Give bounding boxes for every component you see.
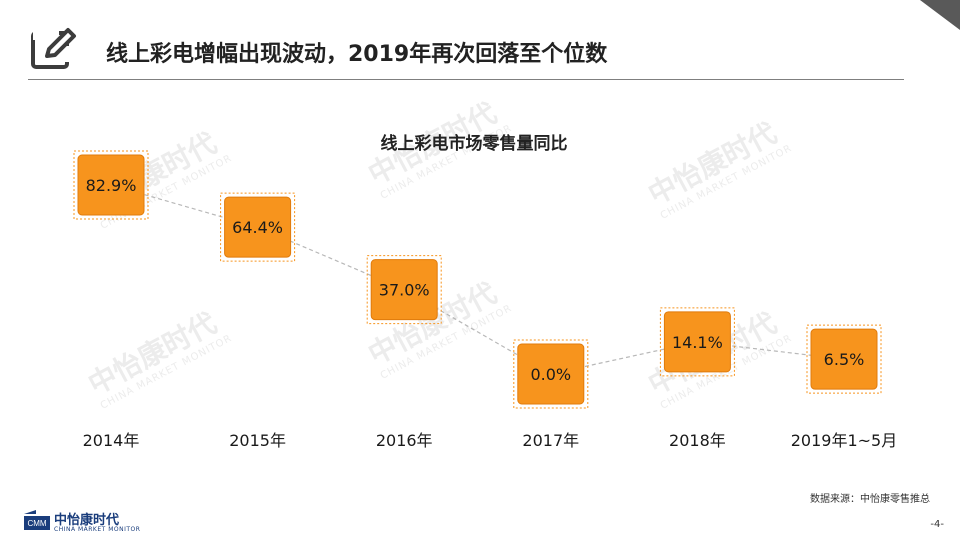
data-point: 37.0%: [366, 255, 442, 325]
logo-text-cn: 中怡康时代: [54, 513, 120, 528]
data-point: 0.0%: [513, 339, 589, 409]
data-point: 6.5%: [806, 324, 882, 394]
point-marker: [77, 154, 145, 216]
point-outline: [73, 150, 149, 220]
logo-text-en: CHINA MARKET MONITOR: [54, 526, 141, 533]
chart-title: 线上彩电市场零售量同比: [381, 133, 568, 154]
point-marker: [663, 311, 731, 373]
data-label: 0.0%: [530, 365, 571, 384]
page-number: -4-: [930, 519, 944, 530]
data-label: 82.9%: [86, 176, 137, 195]
data-point: 64.4%: [220, 192, 296, 262]
point-marker: [517, 343, 585, 405]
point-marker: [224, 196, 292, 258]
slide-title: 线上彩电增幅出现波动，2019年再次回落至个位数: [106, 42, 608, 67]
corner-decoration: [920, 0, 960, 30]
x-tick-label: 2016年: [376, 431, 433, 450]
x-axis-labels: 2014年 2015年 2016年 2017年 2018年 2019年1~5月: [83, 431, 898, 450]
data-points: 82.9% 64.4% 37.0% 0.0% 14.1% 6.5%: [73, 150, 882, 409]
x-tick-label: 2018年: [669, 431, 726, 450]
data-label: 64.4%: [232, 218, 283, 237]
data-point: 82.9%: [73, 150, 149, 220]
company-logo-icon: CMM: [24, 510, 50, 530]
point-outline: [806, 324, 882, 394]
x-tick-label: 2017年: [522, 431, 579, 450]
point-marker: [370, 259, 438, 321]
point-outline: [366, 255, 442, 325]
data-label: 37.0%: [379, 281, 430, 300]
edit-icon: [31, 28, 76, 69]
data-point: 14.1%: [659, 307, 735, 377]
connector-line: [257, 226, 405, 291]
point-outline: [659, 307, 735, 377]
data-label: 14.1%: [672, 333, 723, 352]
title-divider: [28, 79, 904, 80]
data-label: 6.5%: [824, 350, 865, 369]
svg-text:CMM: CMM: [27, 519, 46, 528]
x-tick-label: 2014年: [83, 431, 140, 450]
data-source-note: 数据来源：中怡康零售推总: [810, 494, 930, 505]
point-outline: [220, 192, 296, 262]
point-outline: [513, 339, 589, 409]
point-marker: [810, 328, 878, 390]
x-tick-label: 2019年1~5月: [791, 431, 898, 450]
x-tick-label: 2015年: [229, 431, 286, 450]
